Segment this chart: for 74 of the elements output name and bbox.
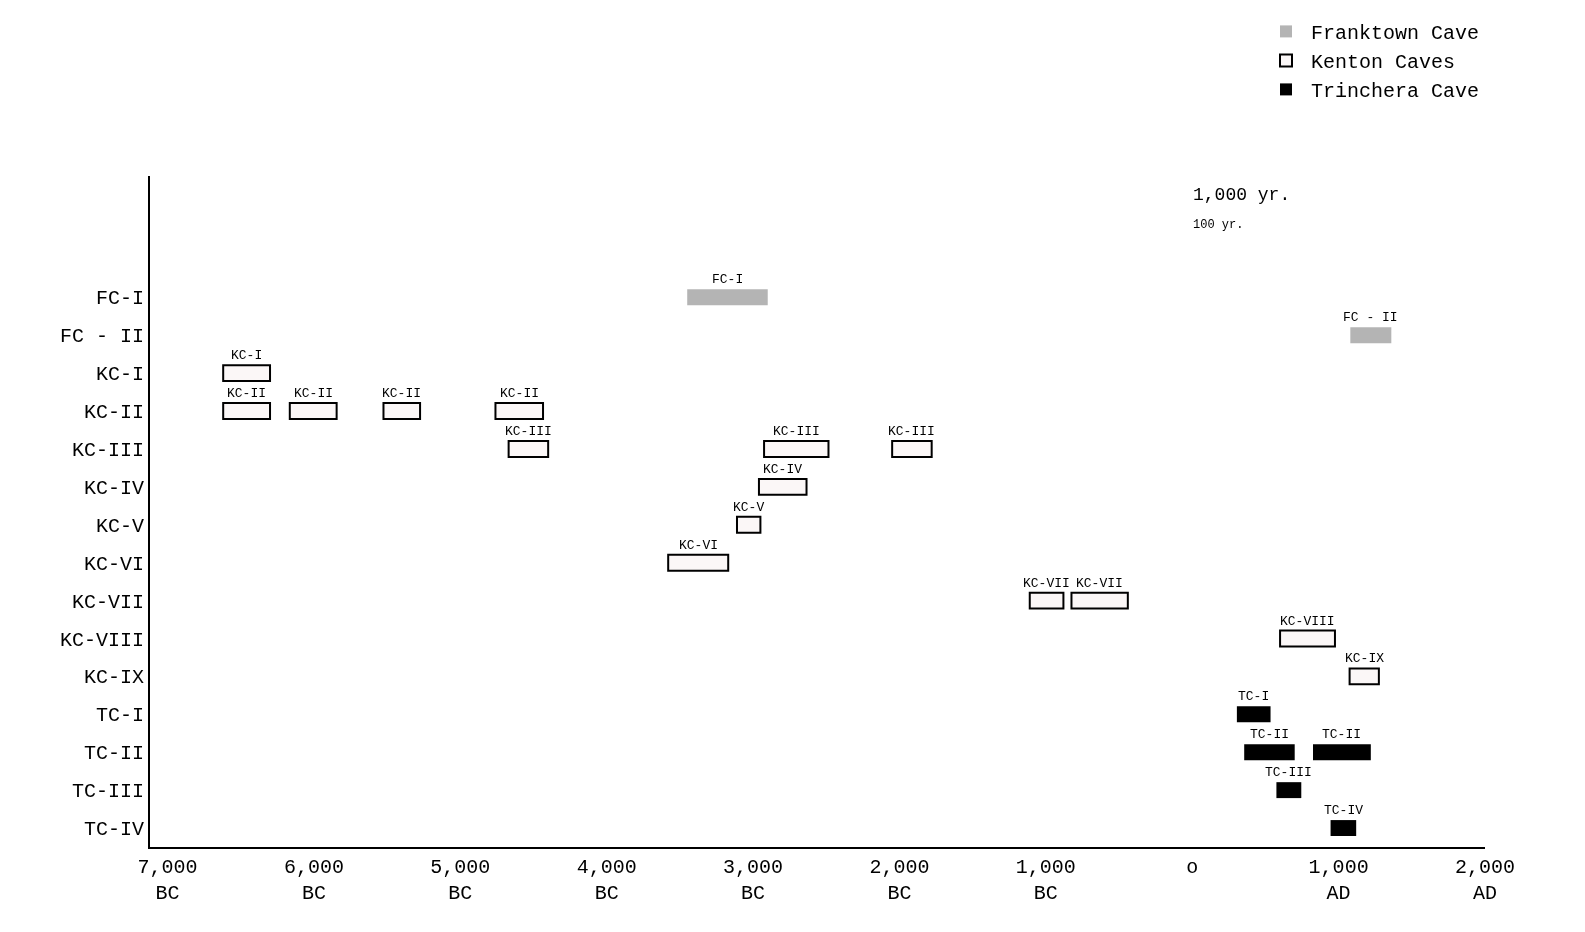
legend-label: Kenton Caves bbox=[1311, 51, 1456, 75]
y-tick-label: KC-VI bbox=[83, 552, 144, 576]
bar bbox=[1028, 591, 1065, 610]
data-label: FC - II bbox=[1343, 310, 1398, 325]
data-label: TC-II bbox=[1250, 727, 1290, 742]
text: 1,000 yr. bbox=[1193, 185, 1291, 205]
x-tick-label: 4,000 BC bbox=[576, 856, 637, 905]
x-tick-label: 3,000 BC bbox=[723, 856, 784, 905]
data-label: TC-IV bbox=[1324, 803, 1364, 818]
data-label: KC-VIII bbox=[1280, 614, 1335, 629]
y-tick-label: TC-I bbox=[95, 704, 144, 728]
data-label: KC-II bbox=[294, 386, 334, 401]
data-label: KC-II bbox=[382, 386, 422, 401]
legend-label: Trinchera Cave bbox=[1311, 80, 1480, 104]
bar bbox=[1348, 667, 1380, 686]
x-tick-label: 2,000 BC bbox=[869, 856, 930, 905]
data-label: KC-VI bbox=[679, 538, 719, 553]
bar bbox=[667, 553, 730, 572]
y-tick-label: KC-III bbox=[71, 438, 144, 462]
bar bbox=[1236, 706, 1271, 723]
y-tick-label: KC-VIII bbox=[59, 628, 144, 652]
data-label: KC-V bbox=[733, 500, 765, 515]
data-label: KC-I bbox=[231, 348, 263, 363]
x-tick-label: o bbox=[1186, 856, 1199, 879]
y-tick-label: KC-IV bbox=[83, 476, 144, 500]
bar bbox=[507, 439, 550, 458]
x-tick-label: 5,000 BC bbox=[430, 856, 491, 905]
data-label: TC-II bbox=[1322, 727, 1362, 742]
y-tick-label: KC-V bbox=[95, 514, 144, 538]
y-tick-label: TC-III bbox=[71, 780, 144, 804]
y-tick-label: FC-I bbox=[95, 287, 144, 311]
data-label: TC-III bbox=[1265, 765, 1312, 780]
text: 100 yr. bbox=[1193, 218, 1244, 232]
bar bbox=[1244, 744, 1295, 761]
data-label: KC-III bbox=[505, 424, 552, 439]
y-tick-label: KC-I bbox=[95, 363, 144, 387]
data-label: KC-IX bbox=[1345, 651, 1385, 666]
bar bbox=[1313, 744, 1371, 761]
data-label: KC-VII bbox=[1076, 576, 1123, 591]
x-tick-label: 1,000 AD bbox=[1308, 856, 1369, 905]
legend-label: Franktown Cave bbox=[1311, 22, 1480, 46]
bar bbox=[494, 402, 545, 420]
y-tick-label: TC-II bbox=[83, 742, 144, 766]
y-tick-label: TC-IV bbox=[83, 818, 144, 842]
bar bbox=[222, 364, 272, 383]
data-label: KC-III bbox=[773, 424, 820, 439]
y-tick-label: KC-VII bbox=[71, 590, 144, 614]
bar bbox=[382, 402, 422, 420]
data-label: KC-II bbox=[500, 386, 540, 401]
data-label: KC-VII bbox=[1023, 576, 1070, 591]
bar bbox=[735, 515, 762, 534]
data-label: KC-IV bbox=[763, 462, 803, 477]
y-tick-label: FC - II bbox=[59, 325, 144, 349]
bar bbox=[1279, 629, 1336, 648]
data-label: TC-I bbox=[1238, 689, 1270, 704]
y-tick-label: KC-II bbox=[83, 401, 144, 425]
bar bbox=[1276, 782, 1302, 799]
bar bbox=[687, 289, 768, 306]
bar bbox=[1350, 327, 1392, 344]
data-label: FC-I bbox=[712, 272, 744, 287]
x-tick-label: 2,000 AD bbox=[1454, 856, 1516, 905]
bar bbox=[222, 402, 272, 420]
data-label: KC-III bbox=[888, 424, 935, 439]
bar bbox=[1070, 591, 1129, 610]
bar bbox=[757, 477, 808, 496]
bar bbox=[288, 402, 338, 420]
x-tick-label: 1,000 BC bbox=[1015, 856, 1076, 905]
y-tick-label: KC-IX bbox=[83, 666, 144, 690]
data-label: KC-II bbox=[227, 386, 267, 401]
x-tick-label: 6,000 BC bbox=[283, 856, 344, 905]
bar bbox=[1330, 820, 1357, 837]
x-tick-label: 7,000 BC bbox=[137, 856, 198, 905]
bar bbox=[763, 439, 830, 458]
bar bbox=[891, 439, 933, 458]
